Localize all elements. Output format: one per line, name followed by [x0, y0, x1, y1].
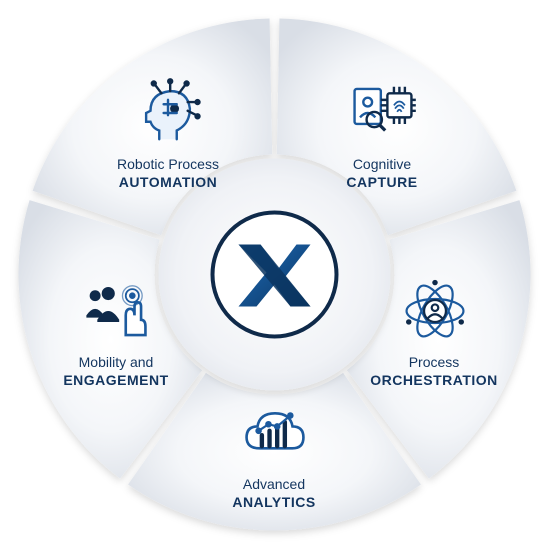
capability-wheel-diagram: Robotic Process AUTOMATION Cognitive CAP…: [0, 0, 549, 549]
wheel-svg: [0, 0, 549, 549]
